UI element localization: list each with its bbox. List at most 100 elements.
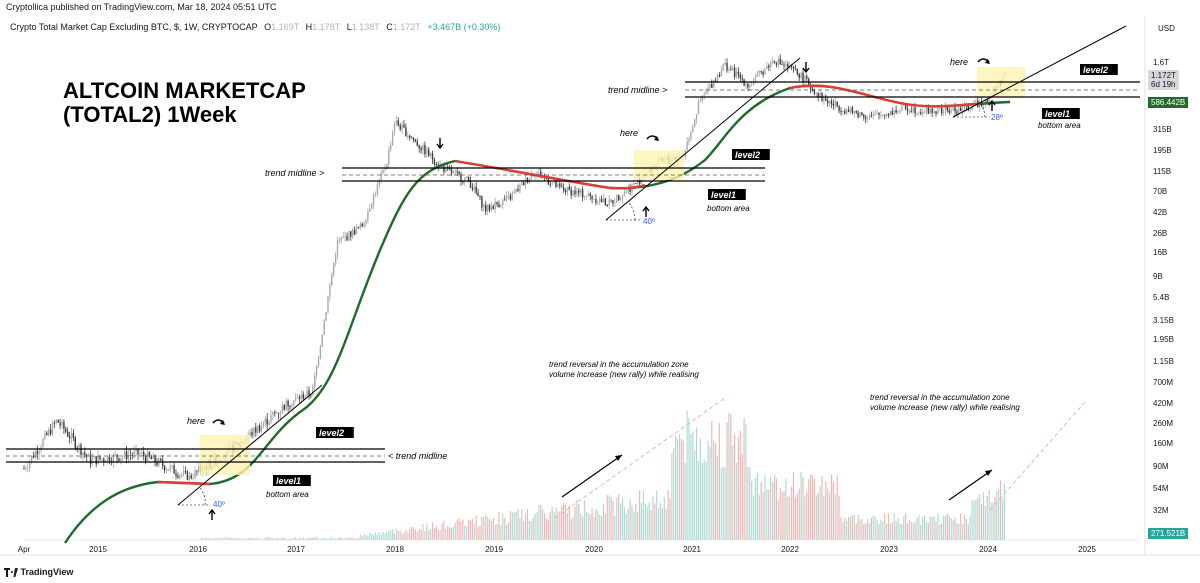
volume-bar <box>718 422 720 540</box>
candle-body <box>334 255 337 264</box>
volume-bar <box>456 520 458 540</box>
volume-bar <box>502 513 504 540</box>
volume-bar <box>599 514 601 540</box>
candle-body <box>920 112 922 114</box>
x-tick-label: 2017 <box>287 545 305 554</box>
volume-bar <box>260 538 263 540</box>
candle-body <box>369 208 371 212</box>
candle-body <box>722 64 724 71</box>
candle-body <box>519 184 521 192</box>
candle-body <box>190 475 192 479</box>
volume-bar <box>1000 480 1002 540</box>
volume-bar <box>278 537 280 540</box>
candle-body <box>310 394 312 396</box>
volume-bar <box>329 538 331 540</box>
candle-body <box>76 447 78 449</box>
volume-bar <box>247 538 249 540</box>
volume-bar <box>234 537 236 540</box>
volume-bar <box>411 526 413 540</box>
volume-bar <box>439 530 441 540</box>
candle-body <box>866 117 869 119</box>
volume-bar <box>289 537 291 540</box>
candle-body <box>688 139 690 142</box>
candle-body <box>414 139 417 142</box>
volume-bar <box>333 538 335 540</box>
candle-body <box>880 114 882 116</box>
candle-body <box>181 474 183 476</box>
candle-body <box>456 171 458 173</box>
volume-bar <box>861 519 863 540</box>
here-arrow-2020-head <box>654 136 659 141</box>
volume-bar <box>785 478 787 540</box>
candle-body <box>67 431 69 437</box>
volume-bar <box>418 528 420 540</box>
volume-bar <box>312 537 314 540</box>
candle-body <box>745 83 747 86</box>
volume-bar <box>513 512 515 540</box>
volume-bar <box>715 443 717 540</box>
candle-body <box>323 320 325 335</box>
volume-bar <box>386 531 388 540</box>
volume-bar <box>240 538 242 540</box>
volume-bar <box>958 523 960 540</box>
candle-body <box>327 296 329 312</box>
candle-body <box>768 65 770 68</box>
symbol-legend: Crypto Total Market Cap Excluding BTC, $… <box>10 22 500 32</box>
time-axis-ticks: Apr 2015 2016 2017 2018 2019 2020 2021 2022 2023 2… <box>18 545 1097 554</box>
candle-body <box>492 206 494 210</box>
volume-bar <box>868 523 871 540</box>
volume-bar <box>551 506 553 540</box>
candle-body <box>735 71 738 77</box>
volume-bar <box>625 513 627 540</box>
candle-body <box>133 451 135 456</box>
volume-bar <box>500 525 502 540</box>
x-tick-label: 2019 <box>485 545 503 554</box>
candle-body <box>844 111 846 114</box>
candle-body <box>521 182 523 185</box>
volume-bar <box>217 537 219 540</box>
candle-body <box>794 68 797 70</box>
candle-body <box>701 95 703 101</box>
volume-bar <box>354 538 356 540</box>
up-arrow-2024-head <box>988 99 996 106</box>
angle-label-2016: 40º <box>213 500 225 509</box>
volume-bar <box>716 456 719 540</box>
candle-body <box>813 88 816 94</box>
volume-bar <box>276 537 278 540</box>
volume-bar <box>787 496 789 540</box>
volume-bar <box>266 537 268 540</box>
candle-body <box>177 475 179 478</box>
candle-body <box>91 458 94 465</box>
candle-body <box>593 198 595 200</box>
bottom-area-label-2024: bottom area <box>1038 121 1081 130</box>
candle-body <box>752 81 755 85</box>
candle-body <box>276 412 278 414</box>
volume-bar <box>285 538 287 540</box>
volume-bar <box>392 529 394 540</box>
candle-body <box>475 186 477 193</box>
currency-label[interactable]: USD <box>1158 24 1175 33</box>
volume-bar <box>426 523 428 540</box>
candle-body <box>941 107 943 114</box>
candle-body <box>74 437 76 448</box>
volume-bar <box>587 512 589 540</box>
volume-bar <box>743 417 745 540</box>
candle-body <box>344 236 346 238</box>
volume-bar <box>800 471 802 540</box>
volume-bar <box>956 523 958 540</box>
volume-bar <box>561 505 563 540</box>
volume-bar <box>253 538 255 540</box>
volume-bar <box>281 537 283 540</box>
candle-body <box>179 475 181 478</box>
volume-bar <box>924 515 926 540</box>
brand-label: TradingView <box>20 567 74 577</box>
candle-body <box>859 112 861 118</box>
candle-body <box>562 187 565 191</box>
volume-bar <box>889 523 891 540</box>
y-tick-label: 115B <box>1153 167 1171 176</box>
volume-bar <box>422 524 424 540</box>
candle-body <box>357 227 360 228</box>
symbol-name[interactable]: Crypto Total Market Cap Excluding BTC, $… <box>10 22 258 32</box>
candle-body <box>154 455 156 463</box>
